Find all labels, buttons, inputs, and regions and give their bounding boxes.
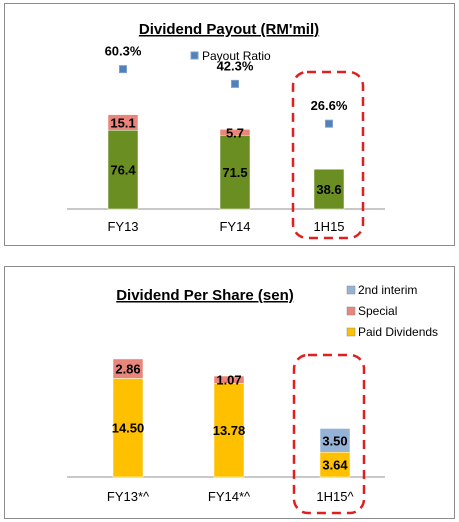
dividend-payout-panel: Dividend Payout (RM'mil) Payout Ratio 76…: [4, 3, 455, 246]
highlight-box-1h15: [292, 353, 366, 515]
highlight-box-1h15: [291, 70, 365, 240]
data-label-fy13-special: 2.86: [115, 362, 140, 377]
bar-fy13-segment-0: [107, 129, 139, 210]
data-label-1h15-paid-dividends: 3.64: [322, 458, 348, 473]
bar-fy13-segment-1: [107, 114, 139, 131]
bar-1h15-2nd-interim: [319, 428, 351, 453]
legend-swatch-2nd-interim: [346, 285, 356, 295]
chart-title: Dividend Per Share (sen): [116, 287, 294, 304]
data-label-fy14-segment-1: 5.7: [226, 125, 244, 140]
payout-ratio-label-1h15: 26.6%: [311, 98, 348, 113]
legend-swatch-special: [346, 306, 356, 316]
x-tick-1h15: 1H15: [313, 219, 344, 234]
data-label-fy13-segment-1: 15.1: [110, 115, 135, 130]
data-label-fy13-segment-0: 76.4: [110, 163, 136, 178]
dividend-payout-chart: Dividend Payout (RM'mil) Payout Ratio 76…: [67, 21, 385, 240]
legend-label-special: Special: [358, 304, 397, 318]
payout-ratio-label-fy14: 42.3%: [217, 58, 254, 73]
legend-label-2nd-interim: 2nd interim: [358, 283, 417, 297]
bar-fy13-special: [112, 358, 144, 379]
legend-swatch-payout-ratio: [190, 51, 199, 60]
x-tick-fy14: FY14: [219, 219, 250, 234]
x-tick-fy13: FY13: [107, 219, 138, 234]
bar-fy14-segment-1: [219, 129, 251, 136]
x-tick-fy14: FY14*^: [208, 489, 251, 504]
x-tick-fy13: FY13*^: [107, 489, 150, 504]
x-tick-1h15: 1H15^: [316, 489, 354, 504]
legend-label-payout-ratio: Payout Ratio: [202, 49, 271, 63]
chart-title: Dividend Payout (RM'mil): [139, 21, 319, 38]
dividend-per-share-chart: Dividend Per Share (sen) 14.50 2.86 FY13*^…: [67, 283, 438, 515]
legend-label-paid-dividends: Paid Dividends: [358, 325, 438, 339]
legend-swatch-paid-dividends: [346, 327, 356, 337]
bar-fy14-special: [213, 375, 245, 384]
bar-1h15-paid-dividends: [319, 451, 351, 478]
bar-1h15-segment-0: [313, 168, 345, 210]
payout-ratio-point-fy14: [231, 79, 239, 88]
bar-fy13-paid-dividends: [112, 378, 144, 478]
data-label-fy13-paid-dividends: 14.50: [112, 421, 145, 436]
data-label-fy14-special: 1.07: [216, 373, 241, 388]
payout-ratio-point-1h15: [325, 119, 333, 128]
payout-ratio-label-fy13: 60.3%: [105, 44, 142, 59]
bar-fy14-paid-dividends: [213, 383, 245, 478]
data-label-1h15-2nd-interim: 3.50: [322, 433, 347, 448]
data-label-1h15-segment-0: 38.6: [316, 182, 341, 197]
data-label-fy14-segment-0: 71.5: [222, 165, 247, 180]
payout-ratio-point-fy13: [119, 65, 127, 74]
data-label-fy14-paid-dividends: 13.78: [213, 423, 246, 438]
dividend-per-share-panel: Dividend Per Share (sen) 14.50 2.86 FY13*^…: [4, 266, 455, 519]
